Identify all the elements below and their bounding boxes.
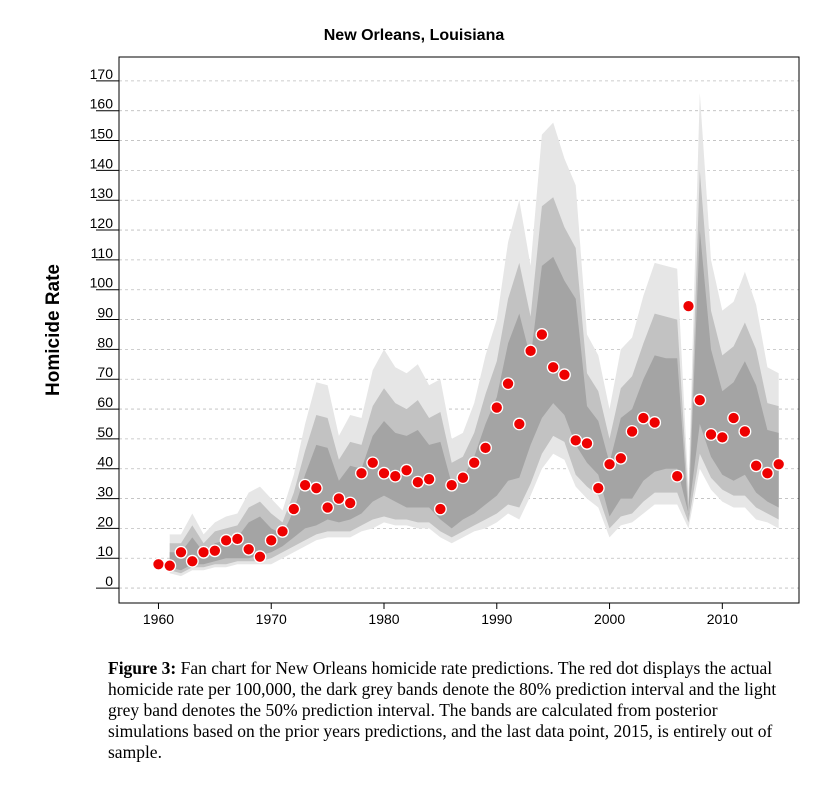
axes — [118, 56, 800, 604]
data-point-1961 — [163, 559, 177, 573]
data-point-1999 — [591, 481, 605, 495]
data-point-1976 — [332, 492, 346, 506]
x-tick-label-2010: 2010 — [707, 611, 738, 627]
x-tick-label-2000: 2000 — [594, 611, 625, 627]
y-tick-label-160: 160 — [90, 96, 114, 112]
figure-caption: Figure 3: Fan chart for New Orleans homi… — [108, 658, 798, 763]
data-point-1996 — [557, 368, 571, 382]
data-point-1977 — [343, 496, 357, 510]
fan-chart: New Orleans, Louisiana 0 10 20 30 40 50 60 70 80… — [43, 27, 800, 627]
data-point-2011 — [727, 411, 741, 425]
y-tick-label-50: 50 — [97, 424, 113, 440]
data-point-2003 — [636, 411, 650, 425]
data-point-2002 — [625, 424, 639, 438]
data-point-1965 — [208, 544, 222, 558]
data-point-1983 — [411, 475, 425, 489]
data-point-1978 — [355, 466, 368, 480]
data-point-1987 — [456, 471, 470, 485]
x-tick-label-1960: 1960 — [143, 611, 174, 627]
chart-title: New Orleans, Louisiana — [324, 27, 505, 44]
data-point-1993 — [524, 344, 538, 358]
data-point-2012 — [738, 424, 752, 438]
data-point-2015 — [772, 457, 786, 471]
data-point-2007 — [682, 299, 695, 313]
data-point-2013 — [749, 459, 763, 473]
data-point-1973 — [298, 478, 312, 492]
y-tick-label-40: 40 — [97, 454, 113, 470]
data-point-1985 — [433, 502, 447, 516]
y-tick-label-10: 10 — [97, 543, 113, 559]
data-point-2010 — [715, 430, 729, 444]
data-point-1995 — [546, 360, 560, 374]
x-tick-label-1990: 1990 — [481, 611, 512, 627]
y-axis-label: Homicide Rate — [43, 264, 64, 396]
y-tick-label-130: 130 — [90, 185, 114, 201]
data-point-1997 — [569, 433, 583, 447]
plot-frame — [118, 56, 800, 604]
data-point-1970 — [264, 533, 278, 547]
data-point-1963 — [185, 554, 199, 568]
data-point-1989 — [479, 441, 492, 455]
y-axis-ticks: 0 10 20 30 40 50 60 70 80 90 100 110 120 130 140 150 160… — [90, 66, 119, 589]
data-point-2001 — [614, 451, 628, 465]
data-point-1981 — [388, 469, 402, 483]
data-point-1966 — [219, 533, 233, 547]
x-tick-label-1980: 1980 — [368, 611, 399, 627]
y-tick-label-120: 120 — [90, 215, 114, 231]
y-tick-label-60: 60 — [97, 394, 113, 410]
data-point-1980 — [377, 466, 391, 480]
y-tick-label-0: 0 — [105, 573, 113, 589]
data-point-1971 — [276, 524, 289, 538]
x-tick-label-1970: 1970 — [256, 611, 287, 627]
data-point-2000 — [603, 457, 616, 471]
y-tick-label-30: 30 — [97, 484, 113, 500]
data-point-1994 — [535, 328, 549, 341]
data-point-1991 — [501, 377, 515, 391]
data-point-1964 — [197, 545, 211, 559]
data-point-1984 — [422, 472, 436, 486]
y-tick-label-150: 150 — [90, 126, 114, 142]
data-point-2014 — [760, 466, 774, 480]
data-point-1974 — [309, 481, 323, 495]
data-point-1962 — [174, 545, 188, 559]
data-point-1969 — [253, 550, 267, 564]
data-point-1992 — [512, 417, 526, 431]
caption-text: Fan chart for New Orleans homicide rate … — [108, 658, 777, 762]
y-tick-label-80: 80 — [97, 334, 113, 350]
data-point-1960 — [152, 557, 165, 571]
data-point-1986 — [445, 478, 459, 492]
y-tick-label-20: 20 — [97, 513, 113, 529]
data-point-2004 — [648, 416, 662, 429]
data-point-1990 — [490, 401, 504, 415]
data-point-1988 — [467, 456, 481, 470]
y-tick-label-100: 100 — [90, 275, 114, 291]
data-points — [152, 299, 786, 573]
data-point-1968 — [242, 542, 256, 556]
y-tick-label-70: 70 — [97, 364, 113, 380]
y-tick-label-140: 140 — [90, 155, 114, 171]
y-tick-label-110: 110 — [91, 245, 114, 261]
data-point-1967 — [230, 532, 244, 546]
data-point-1979 — [366, 456, 380, 470]
y-tick-label-90: 90 — [97, 305, 113, 321]
caption-label: Figure 3: — [108, 658, 177, 678]
data-point-1975 — [321, 501, 335, 514]
data-point-2008 — [693, 393, 707, 407]
y-tick-label-170: 170 — [90, 66, 114, 82]
data-point-1998 — [580, 436, 594, 450]
x-axis-ticks: 1960 1970 1980 1990 2000 2010 — [143, 603, 738, 627]
data-point-1972 — [287, 502, 301, 516]
data-point-2009 — [704, 427, 718, 441]
data-point-2006 — [670, 469, 684, 483]
data-point-1982 — [400, 463, 414, 477]
